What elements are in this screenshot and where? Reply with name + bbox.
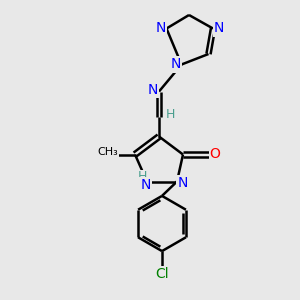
Text: H: H xyxy=(166,107,175,121)
Text: N: N xyxy=(148,83,158,97)
Text: O: O xyxy=(210,148,220,161)
Text: N: N xyxy=(214,22,224,35)
Text: N: N xyxy=(156,22,166,35)
Text: N: N xyxy=(177,176,188,190)
Text: H: H xyxy=(138,170,147,184)
Text: N: N xyxy=(140,178,151,192)
Text: Cl: Cl xyxy=(155,268,169,281)
Text: CH₃: CH₃ xyxy=(98,146,118,157)
Text: N: N xyxy=(171,58,181,71)
